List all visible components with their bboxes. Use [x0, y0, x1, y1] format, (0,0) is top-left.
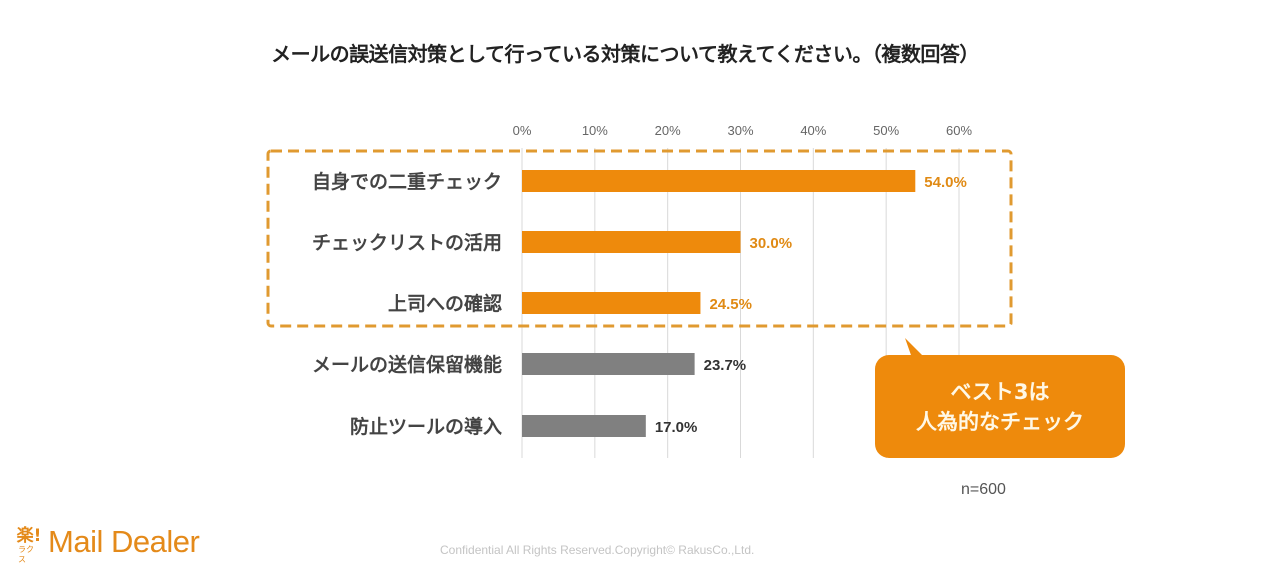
bar: [522, 415, 646, 437]
callout-pointer: [905, 338, 925, 358]
bar: [522, 231, 741, 253]
category-label: チェックリストの活用: [312, 231, 502, 254]
top3-highlight-box: [266, 149, 1013, 328]
value-label: 23.7%: [704, 357, 747, 374]
bar: [522, 170, 916, 192]
callout-line-1: ベスト3は: [950, 379, 1050, 404]
callout-bubble: ベスト3は 人為的なチェック: [875, 355, 1125, 458]
x-axis-ticks: 0% 10% 20% 30% 40% 50% 60%: [513, 123, 973, 138]
sample-size: n=600: [961, 481, 1006, 498]
x-tick-label: 30%: [727, 123, 753, 138]
x-tick-label: 50%: [873, 123, 899, 138]
value-label: 30.0%: [750, 235, 793, 252]
logo-kanji: 楽!: [16, 526, 42, 546]
category-label: 防止ツールの導入: [350, 415, 502, 438]
logo-kana: ラクス: [18, 545, 34, 564]
x-tick-label: 60%: [946, 123, 972, 138]
mail-dealer-logo: 楽! ラクス Mail Dealer: [16, 524, 200, 564]
x-tick-label: 10%: [582, 123, 608, 138]
x-tick-label: 0%: [513, 123, 532, 138]
bars: 自身での二重チェック 54.0% チェックリストの活用 30.0% 上司への確認 24.5…: [312, 170, 967, 438]
copyright: Confidential All Rights Reserved.Copyrig…: [440, 543, 755, 557]
x-tick-label: 20%: [655, 123, 681, 138]
chart-title: メールの誤送信対策として行っている対策について教えてください。（複数回答）: [271, 42, 979, 66]
category-label: 上司への確認: [388, 292, 502, 315]
x-tick-label: 40%: [800, 123, 826, 138]
bar: [522, 292, 701, 314]
value-label: 17.0%: [655, 419, 698, 436]
category-label: 自身での二重チェック: [312, 170, 502, 193]
value-label: 54.0%: [924, 174, 967, 191]
logo-text: Mail Dealer: [48, 524, 200, 559]
rakus-logo-mark: 楽! ラクス: [16, 526, 42, 564]
callout-line-2: 人為的なチェック: [916, 409, 1084, 434]
bar: [522, 353, 695, 375]
category-label: メールの送信保留機能: [312, 353, 502, 376]
value-label: 24.5%: [709, 296, 752, 313]
